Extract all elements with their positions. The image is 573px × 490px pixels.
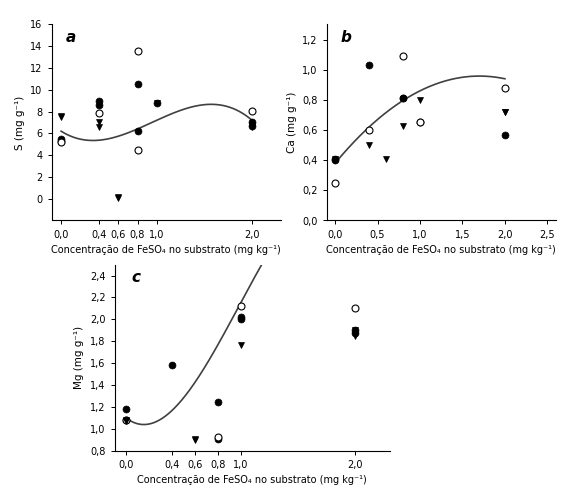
Y-axis label: Ca (mg g⁻¹): Ca (mg g⁻¹) <box>286 92 296 153</box>
X-axis label: Concentração de FeSO₄ no substrato (mg kg⁻¹): Concentração de FeSO₄ no substrato (mg k… <box>327 245 556 255</box>
Text: a: a <box>65 30 76 46</box>
Text: c: c <box>131 270 140 285</box>
Y-axis label: Mg (mg g⁻¹): Mg (mg g⁻¹) <box>74 326 84 389</box>
Y-axis label: S (mg g⁻¹): S (mg g⁻¹) <box>15 96 25 149</box>
Text: b: b <box>340 30 351 46</box>
X-axis label: Concentração de FeSO₄ no substrato (mg kg⁻¹): Concentração de FeSO₄ no substrato (mg k… <box>138 475 367 486</box>
X-axis label: Concentração de FeSO₄ no substrato (mg kg⁻¹): Concentração de FeSO₄ no substrato (mg k… <box>52 245 281 255</box>
